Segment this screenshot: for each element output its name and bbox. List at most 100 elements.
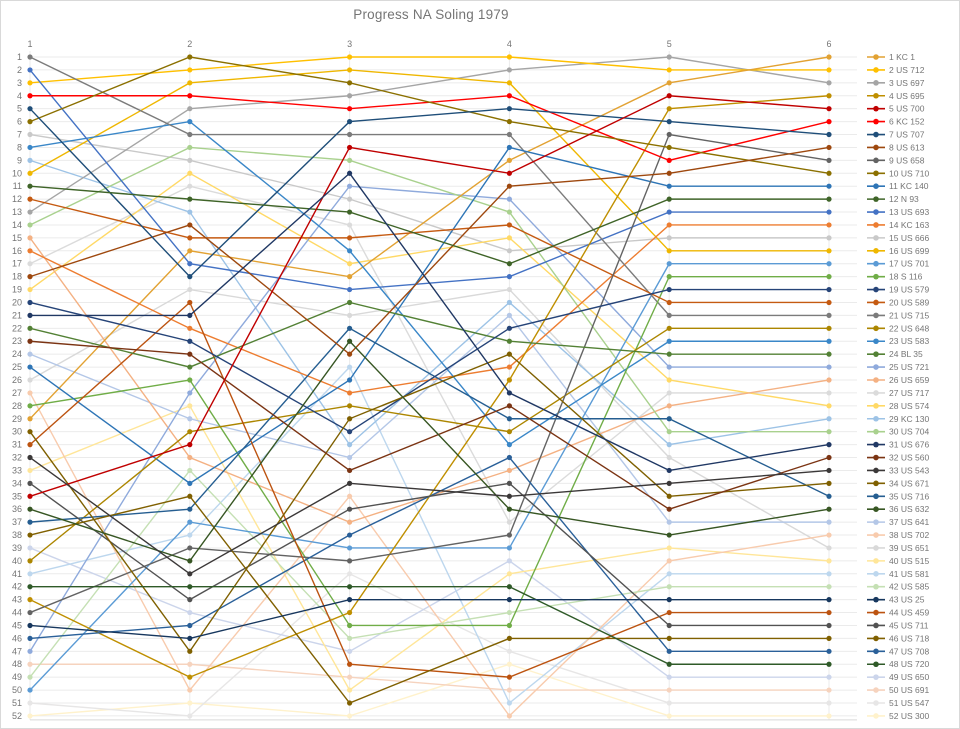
data-point	[666, 429, 672, 435]
data-point	[666, 519, 672, 525]
y-tick-label: 52	[12, 711, 22, 721]
data-point	[27, 713, 33, 719]
data-point	[506, 700, 512, 706]
legend-marker-swatch	[873, 260, 879, 267]
data-point	[27, 274, 33, 280]
data-point	[347, 54, 353, 60]
legend-marker-swatch	[873, 118, 879, 125]
legend-marker-swatch	[873, 80, 879, 86]
data-point	[27, 480, 33, 486]
data-point	[27, 429, 33, 435]
y-tick-label: 11	[13, 181, 22, 191]
legend-marker-swatch	[873, 248, 879, 254]
legend-item: 29 KC 130	[867, 414, 929, 424]
data-point	[506, 390, 512, 396]
y-tick-label: 5	[17, 104, 22, 114]
legend-item: 39 US 651	[867, 543, 929, 553]
legend-label: 39 US 651	[889, 543, 929, 553]
series-11-kc-140	[27, 144, 832, 486]
data-point	[826, 131, 832, 138]
legend-marker-swatch	[873, 700, 879, 706]
series-28-us-574	[27, 170, 832, 409]
series-21-us-715	[27, 54, 832, 318]
data-point	[506, 442, 512, 448]
data-point	[826, 338, 832, 344]
data-point	[506, 67, 512, 73]
data-point	[347, 170, 353, 176]
data-point	[506, 119, 512, 125]
data-point	[506, 80, 512, 86]
series-2-us-712	[27, 54, 832, 86]
series-line	[29, 288, 829, 433]
data-point	[187, 442, 193, 448]
data-point	[506, 687, 512, 693]
data-point	[347, 119, 353, 125]
series-line	[29, 340, 830, 562]
legend-label: 3 US 697	[889, 78, 925, 88]
series-line	[29, 172, 830, 407]
x-tick-label: 2	[187, 39, 192, 49]
data-point	[187, 622, 193, 629]
data-point	[347, 442, 353, 448]
data-point	[666, 713, 672, 719]
legend-label: 24 BL 35	[889, 349, 923, 359]
data-point	[27, 377, 33, 383]
series-line	[30, 172, 830, 472]
legend-label: 48 US 720	[889, 659, 929, 669]
legend-marker-swatch	[873, 338, 879, 345]
data-point	[506, 558, 512, 564]
data-point	[506, 403, 512, 409]
legend-marker-swatch	[873, 596, 879, 603]
data-point	[666, 170, 672, 176]
data-point	[826, 93, 832, 99]
data-point	[187, 364, 193, 370]
series-35-us-716	[27, 325, 832, 525]
data-point	[187, 635, 193, 642]
y-tick-label: 33	[12, 465, 22, 475]
legend-marker-swatch	[873, 661, 879, 668]
legend-marker-swatch	[873, 635, 879, 642]
series-10-us-710	[27, 54, 832, 176]
legend-label: 33 US 543	[889, 465, 929, 475]
data-point	[826, 700, 832, 706]
legend-marker-swatch	[873, 235, 879, 241]
data-point	[666, 222, 672, 228]
data-point	[347, 674, 353, 680]
series-line	[29, 133, 830, 614]
data-point	[666, 506, 672, 512]
legend-label: 9 US 658	[889, 155, 925, 165]
data-point	[347, 687, 353, 693]
data-point	[666, 584, 672, 590]
legend-item: 5 US 700	[867, 104, 925, 114]
legend-item: 15 US 666	[867, 233, 929, 243]
legend-label: 45 US 711	[889, 620, 929, 630]
data-point	[506, 351, 512, 357]
y-tick-label: 43	[12, 595, 22, 605]
data-point	[27, 222, 33, 228]
data-point	[347, 480, 353, 486]
series-52-us-300	[27, 661, 832, 719]
series-9-us-658	[27, 131, 832, 616]
series-24-bl-35	[27, 299, 832, 370]
data-point	[347, 519, 353, 525]
data-point	[506, 377, 512, 383]
data-point	[826, 183, 832, 189]
data-point	[506, 648, 512, 654]
y-tick-label: 51	[12, 698, 22, 708]
data-point	[666, 54, 672, 60]
data-point	[666, 80, 672, 86]
y-tick-label: 40	[12, 556, 22, 566]
data-point	[666, 454, 672, 461]
y-tick-label: 24	[12, 349, 22, 359]
data-point	[506, 545, 512, 551]
series-line	[29, 185, 829, 265]
series-line	[29, 572, 829, 717]
data-point	[666, 687, 672, 693]
data-point	[27, 506, 33, 512]
series-46-us-718	[27, 493, 832, 706]
data-point	[506, 131, 512, 138]
legend-item: 31 US 676	[867, 440, 929, 450]
data-point	[27, 325, 33, 331]
y-tick-label: 12	[12, 194, 22, 204]
data-point	[187, 248, 193, 254]
